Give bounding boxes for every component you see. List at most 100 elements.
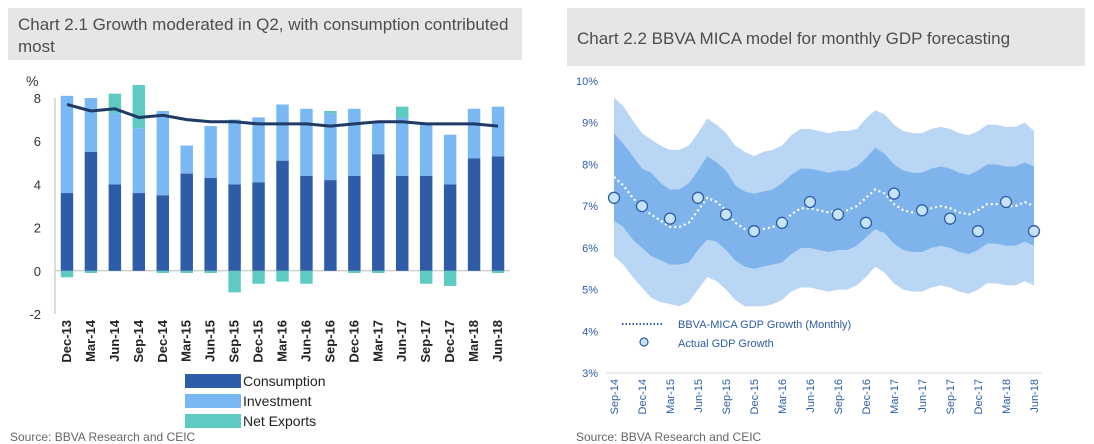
bar-net-exports	[419, 270, 433, 284]
bar-net-exports	[60, 270, 74, 278]
x-tick-label: Sep-15	[721, 379, 733, 414]
legend-label: Consumption	[243, 373, 326, 389]
y-tick-label: 4	[34, 177, 41, 192]
bar-consumption	[228, 184, 241, 271]
bar-investment	[348, 108, 361, 176]
bar-consumption	[252, 182, 265, 271]
bar-net-exports	[276, 270, 289, 282]
bar-consumption	[419, 175, 433, 271]
y-tick-label: 4%	[582, 326, 598, 338]
x-tick-label: Jun-15	[203, 320, 218, 362]
bar-consumption	[108, 184, 122, 271]
bar-investment	[324, 113, 337, 181]
y-tick-label: 6%	[582, 243, 598, 255]
bar-consumption	[276, 160, 289, 271]
bar-investment	[467, 108, 481, 159]
bar-net-exports	[372, 270, 385, 273]
bar-net-exports	[348, 270, 361, 273]
bar-investment	[300, 108, 313, 176]
bar-consumption	[396, 175, 409, 271]
x-tick-label: Jun-18	[490, 320, 505, 362]
bar-investment	[276, 104, 289, 161]
actual-gdp-point	[887, 187, 901, 200]
bar-consumption	[467, 158, 481, 271]
actual-gdp-point	[999, 195, 1013, 209]
x-tick-label: Dec-17	[973, 379, 985, 414]
bar-net-exports	[156, 270, 169, 273]
right-chart: 3% 4% 5% 6% 7% 8% 9% 10% Sep-14 Dec-14 Mar-15 Jun-1…	[576, 76, 1042, 414]
legend-swatch	[185, 374, 241, 388]
x-tick-label: Sep-16	[833, 379, 845, 414]
x-tick-label: Sep-14	[609, 379, 621, 414]
left-chart-title: Chart 2.1 Growth moderated in Q2, with c…	[8, 8, 522, 60]
bar-consumption	[443, 184, 457, 271]
legend-label: BBVA-MICA GDP Growth (Monthly)	[678, 319, 851, 331]
bar-investment	[60, 95, 74, 194]
x-tick-label: Mar-16	[275, 320, 290, 362]
x-tick-label: Mar-18	[466, 320, 481, 362]
y-tick-label: -2	[29, 307, 41, 322]
bar-consumption	[348, 175, 361, 271]
x-tick-label: Jun-14	[107, 319, 122, 362]
bar-consumption	[84, 152, 98, 271]
inner-confidence-band	[614, 133, 1034, 269]
bar-net-exports	[132, 85, 146, 129]
x-tick-label: Sep-17	[945, 379, 957, 414]
bar-investment	[396, 117, 409, 176]
bar-consumption	[204, 177, 217, 271]
legend-point-swatch	[639, 337, 649, 347]
y-tick-label: 5%	[582, 285, 598, 297]
actual-gdp-point	[803, 195, 817, 209]
bar-net-exports	[228, 270, 241, 293]
bar-consumption	[372, 154, 385, 271]
x-tick-label: Dec-16	[346, 320, 361, 363]
bar-investment	[252, 117, 265, 183]
x-tick-label: Jun-15	[693, 379, 705, 413]
bar-consumption	[132, 193, 146, 271]
bar-net-exports	[324, 110, 337, 114]
x-tick-label: Jun-17	[394, 320, 409, 362]
x-tick-label: Dec-15	[749, 379, 761, 414]
x-tick-label: Dec-16	[861, 379, 873, 414]
bar-investment	[156, 110, 169, 196]
x-tick-label: Mar-15	[179, 320, 194, 362]
bar-investment	[372, 121, 385, 155]
x-tick-label: Sep-15	[227, 320, 242, 363]
bar-investment	[491, 106, 505, 157]
x-tick-label: Dec-15	[251, 320, 266, 363]
x-tick-label: Jun-16	[298, 320, 313, 362]
mica-monthly-forecast-line	[613, 176, 1035, 233]
legend-label: Investment	[243, 393, 312, 409]
bar-consumption	[156, 195, 169, 271]
x-tick-label: Jun-16	[805, 379, 817, 413]
y-tick-label: 8	[34, 91, 41, 106]
bar-consumption	[60, 193, 74, 271]
bar-investment	[84, 98, 98, 152]
bar-investment	[132, 128, 146, 194]
x-tick-label: Dec-13	[59, 320, 74, 363]
actual-gdp-point	[859, 216, 873, 229]
actual-gdp-point	[775, 216, 789, 229]
x-tick-label: Jun-18	[1029, 379, 1041, 413]
y-tick-label: 10%	[576, 76, 598, 88]
actual-gdp-point	[607, 191, 621, 204]
actual-gdp-point	[635, 199, 649, 213]
actual-gdp-point	[943, 212, 957, 225]
y-tick-label: 9%	[582, 118, 598, 130]
bar-investment	[180, 145, 193, 174]
bar-investment	[204, 126, 217, 178]
left-chart-source: Source: BBVA Research and CEIC	[10, 430, 196, 444]
legend-label: Actual GDP Growth	[678, 338, 774, 350]
legend-label: Net Exports	[243, 413, 316, 429]
bar-investment	[419, 123, 433, 176]
x-tick-label: Jun-17	[917, 379, 929, 413]
x-tick-label: Sep-16	[322, 320, 337, 363]
legend-swatch	[185, 414, 241, 428]
bar-net-exports	[443, 270, 457, 286]
bar-investment	[443, 134, 457, 185]
bar-net-exports	[180, 270, 193, 273]
x-tick-label: Mar-18	[1001, 379, 1013, 414]
bar-investment	[228, 119, 241, 185]
bar-consumption	[491, 156, 505, 271]
actual-gdp-point	[691, 191, 705, 204]
